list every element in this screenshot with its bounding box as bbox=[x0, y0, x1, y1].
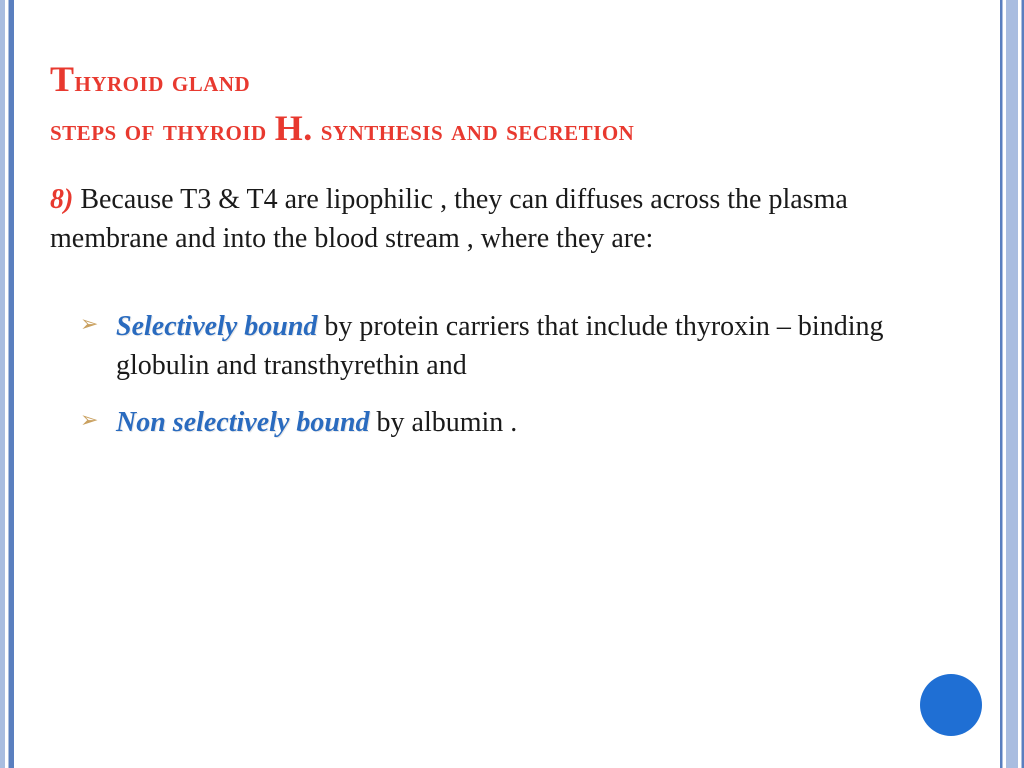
title-line1-rest: hyroid gland bbox=[75, 65, 251, 98]
title-line2-before: steps of thyroid bbox=[50, 114, 275, 147]
slide-title: Thyroid gland steps of thyroid H. synthe… bbox=[50, 55, 964, 152]
step-text: Because T3 & T4 are lipophilic , they ca… bbox=[50, 184, 848, 254]
content-area: Thyroid gland steps of thyroid H. synthe… bbox=[50, 55, 964, 460]
slide: Thyroid gland steps of thyroid H. synthe… bbox=[0, 0, 1024, 768]
left-border-decoration bbox=[0, 0, 14, 768]
title-line1-initial: T bbox=[50, 59, 75, 99]
list-item: Non selectively bound by albumin . bbox=[80, 403, 964, 442]
step-paragraph: 8) Because T3 & T4 are lipophilic , they… bbox=[50, 180, 964, 258]
bullet-emphasis: Selectively bound bbox=[116, 311, 317, 342]
bullet-list: Selectively bound by protein carriers th… bbox=[50, 307, 964, 443]
right-border-decoration bbox=[1000, 0, 1024, 768]
title-line2-after: synthesis and secretion bbox=[313, 114, 635, 147]
bullet-emphasis: Non selectively bound bbox=[116, 407, 370, 438]
step-number: 8) bbox=[50, 184, 73, 215]
list-item: Selectively bound by protein carriers th… bbox=[80, 307, 964, 385]
bullet-rest: by albumin . bbox=[370, 407, 518, 438]
title-line2-big: H. bbox=[275, 108, 313, 148]
corner-circle-decoration bbox=[920, 674, 982, 736]
